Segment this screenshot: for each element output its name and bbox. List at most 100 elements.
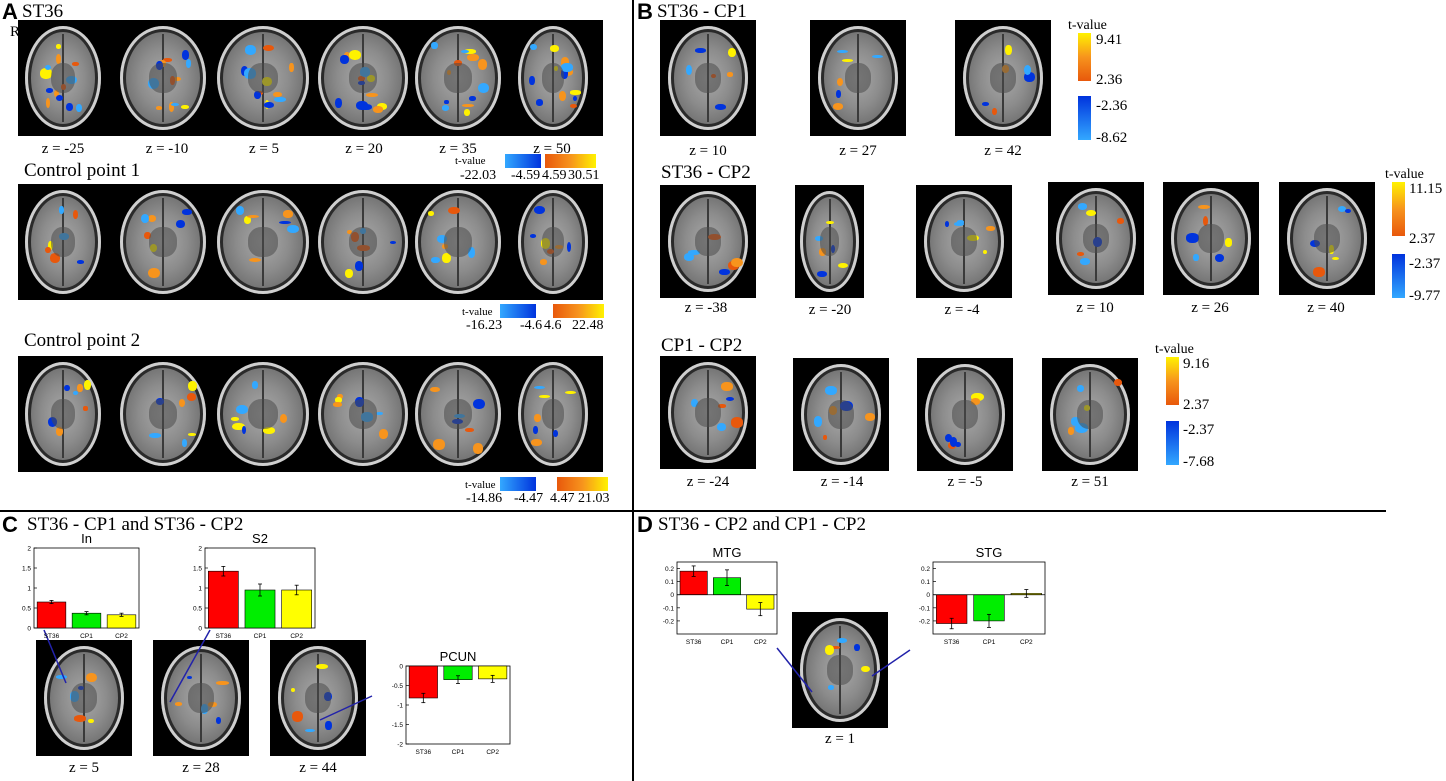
activation-blob [186, 393, 197, 401]
activation-blob [315, 664, 329, 670]
leader-line [319, 695, 373, 721]
activation-blob [1067, 426, 1074, 435]
activation-blob [273, 91, 283, 98]
slice-panel [660, 20, 756, 136]
colorbar-pos-threshold: 4.6 [544, 318, 562, 333]
activation-blob [830, 645, 840, 649]
activation-blob [59, 206, 64, 214]
slice-panel [36, 640, 132, 756]
activation-blob [243, 216, 252, 225]
activation-blob [825, 220, 834, 225]
activation-blob [1076, 252, 1085, 256]
activation-blob [182, 50, 190, 60]
panel-a-row1-title: ST36 [22, 1, 64, 22]
activation-blob [251, 381, 258, 389]
activation-blob [337, 393, 344, 400]
activation-blob [854, 643, 861, 651]
bar [36, 601, 67, 629]
activation-blob [529, 75, 535, 86]
brain-slice [217, 190, 309, 294]
activation-blob [691, 398, 699, 408]
activation-blob [147, 215, 157, 223]
z-label: z = 10 [1076, 300, 1114, 316]
leader-line [43, 629, 67, 684]
activation-blob [473, 398, 486, 410]
activation-blob [1077, 203, 1088, 210]
activation-blob [334, 397, 343, 403]
bar-chart-s2: S2 0 0.5 1 1.5 2 ST36 CP1 CP2 [193, 531, 316, 640]
chart-title: PCUN [440, 649, 477, 664]
colorbar-positive [553, 304, 604, 318]
activation-blob [289, 62, 294, 73]
activation-blob [436, 234, 447, 244]
activation-blob [1202, 215, 1209, 227]
activation-blob [65, 102, 74, 111]
activation-blob [428, 211, 435, 216]
x-tick-label: CP1 [80, 633, 93, 640]
activation-blob [216, 680, 229, 685]
colorbar-positive [1392, 182, 1405, 236]
z-label: z = 51 [1071, 474, 1109, 490]
slice-panel [955, 20, 1051, 136]
activation-blob [282, 210, 293, 218]
activation-blob [84, 380, 92, 391]
x-tick-label: ST36 [416, 749, 432, 756]
activation-blob [560, 67, 568, 79]
colorbar-negative [1392, 254, 1405, 298]
activation-blob [292, 710, 304, 722]
activation-blob [469, 96, 477, 102]
z-label: z = -10 [145, 141, 189, 157]
activation-blob [871, 54, 884, 59]
activation-blob [832, 103, 844, 110]
y-tick-label: 2 [27, 546, 31, 553]
activation-blob [45, 88, 54, 94]
slice-panel [270, 640, 366, 756]
z-label: z = 26 [1191, 300, 1229, 316]
brain-slice [25, 190, 101, 294]
panel-d-title: ST36 - CP2 and CP1 - CP2 [658, 514, 866, 535]
colorbar-negative [500, 304, 536, 318]
activation-blob [144, 231, 151, 239]
z-label: z = 1 [824, 731, 856, 747]
activation-blob [1117, 218, 1125, 224]
chart-title: In [81, 531, 92, 546]
colorbar-max: 21.03 [578, 491, 610, 506]
activation-blob [286, 224, 300, 234]
brain-slice [668, 362, 748, 463]
colorbar-negative [1078, 96, 1091, 140]
activation-blob [714, 104, 727, 110]
brain-slice [518, 26, 588, 130]
y-tick-label: 0.2 [665, 566, 674, 573]
z-label: z = 27 [839, 143, 877, 159]
activation-blob [953, 222, 964, 227]
panel-c-label: C [2, 512, 18, 537]
activation-blob [339, 55, 349, 65]
activation-blob [730, 417, 743, 428]
activation-blob [77, 384, 83, 392]
activation-blob [539, 394, 551, 398]
activation-blob [463, 108, 471, 116]
activation-blob [823, 435, 828, 440]
activation-blob [1086, 209, 1097, 217]
x-tick-label: CP1 [452, 749, 465, 756]
slice-panel [153, 640, 249, 756]
colorbar-max: 9.16 [1183, 356, 1210, 372]
activation-blob [448, 206, 461, 215]
activation-blob [730, 257, 743, 268]
activation-blob [187, 676, 193, 680]
activation-blob [431, 257, 440, 263]
activation-blob [836, 49, 848, 53]
brain-slice [924, 191, 1004, 292]
y-tick-label: -2 [397, 742, 403, 749]
activation-blob [861, 665, 871, 673]
colorbar-max: 11.15 [1409, 181, 1443, 197]
brain-slice [801, 364, 881, 465]
activation-blob [444, 99, 450, 104]
activation-blob [76, 260, 84, 264]
activation-blob [477, 82, 490, 94]
z-label: z = 40 [1307, 300, 1345, 316]
panel-d-label: D [637, 512, 653, 537]
activation-blob [725, 396, 734, 402]
bar-chart-mtg: MTG -0.2 -0.1 0 0.1 0.2 ST36 CP1 CP2 [663, 545, 778, 646]
